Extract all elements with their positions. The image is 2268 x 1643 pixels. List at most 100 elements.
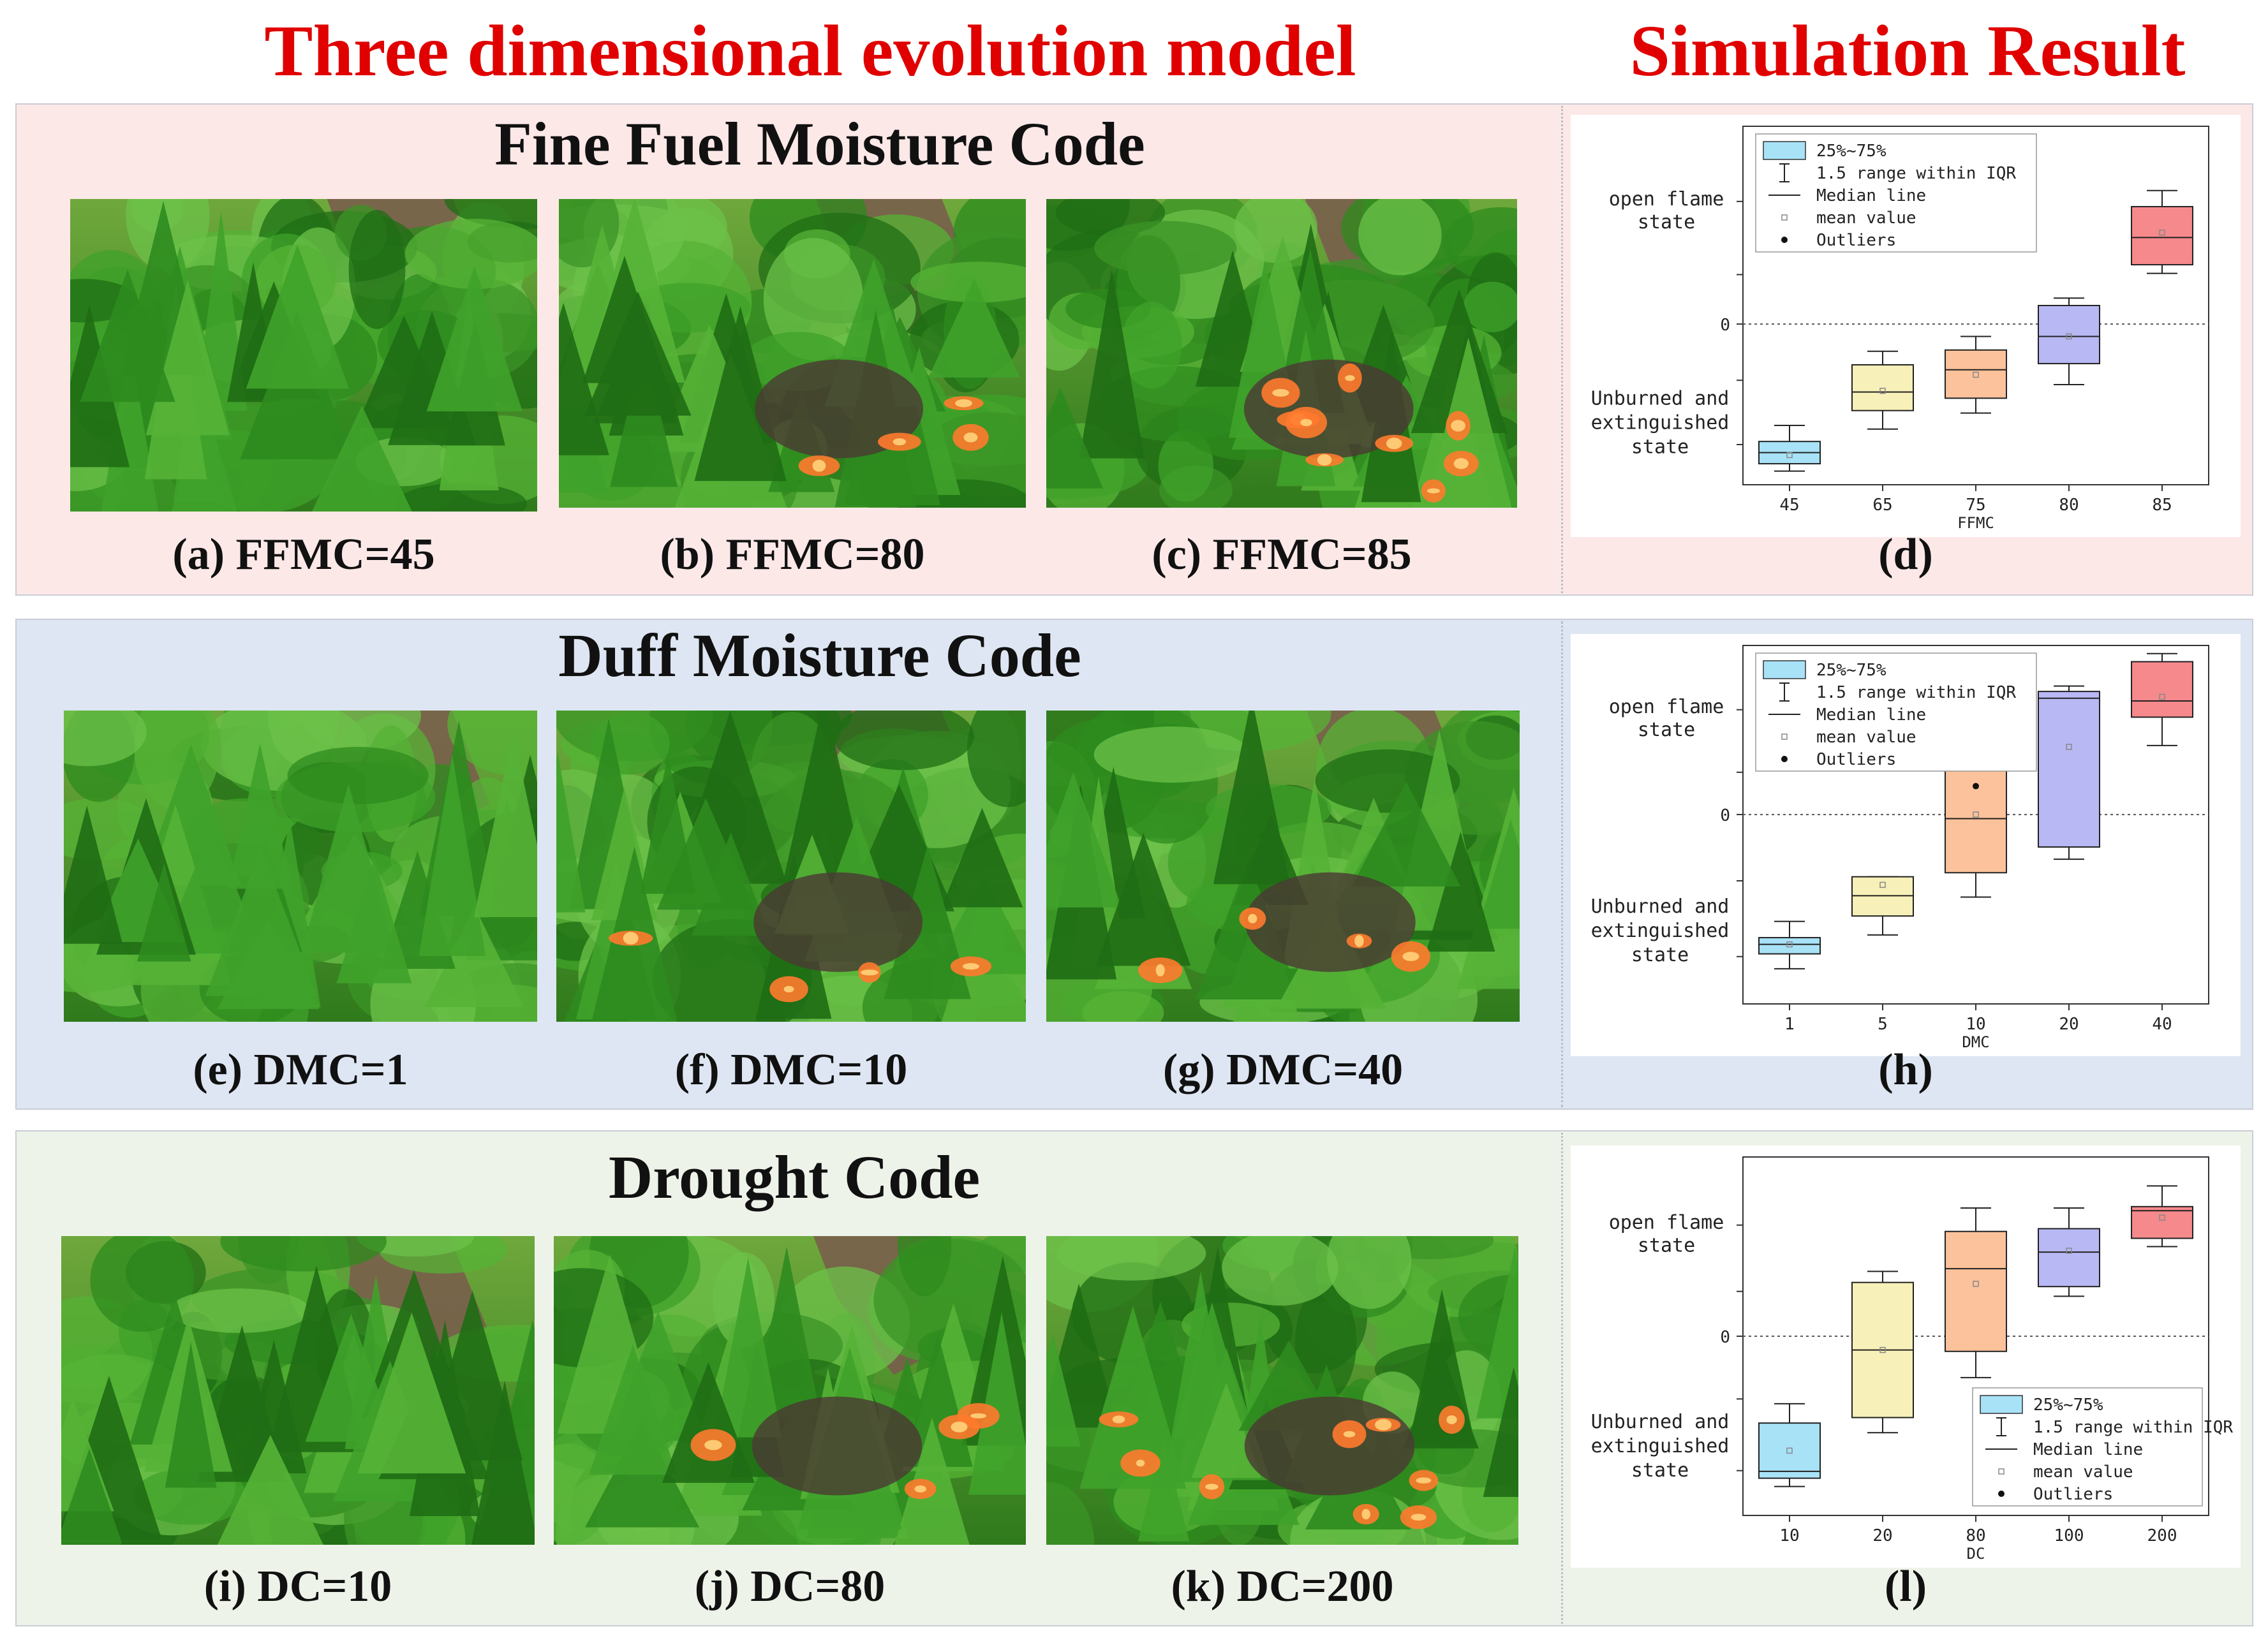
conifer-tree <box>165 1342 217 1488</box>
scene-ffmc-45 <box>70 199 537 512</box>
band-divider <box>1561 1133 1563 1624</box>
forest-image <box>559 199 1026 508</box>
caption-k: (k) DC=200 <box>1171 1562 1394 1611</box>
box-iqr <box>1945 1230 2007 1352</box>
conifer-tree <box>559 302 609 455</box>
legend-label: Median line <box>1816 186 1926 205</box>
mean-marker <box>1879 1346 1886 1353</box>
flame-core <box>812 459 826 472</box>
flame-core <box>783 985 794 993</box>
mean-marker <box>1973 811 1979 818</box>
flame-core <box>1411 1514 1427 1521</box>
conifer-tree <box>1352 781 1461 887</box>
conifer-tree <box>941 807 1023 908</box>
forest-image <box>1046 199 1517 508</box>
conifer-tree <box>968 1312 1026 1495</box>
legend-swatch-mean <box>1781 733 1788 740</box>
legend-label: 1.5 range within IQR <box>1816 164 2016 183</box>
box-iqr <box>1851 876 1914 917</box>
conifer-tree <box>424 906 524 1008</box>
forest-image <box>1046 1236 1518 1545</box>
y-label-zero: 0 <box>1720 316 1730 335</box>
conifer-tree <box>426 265 523 411</box>
box-plot: open flame state 0 Unburned and extinguished… <box>1591 645 2209 1051</box>
conifer-tree <box>61 1448 122 1544</box>
right-header: Simulation Result <box>1629 10 2186 91</box>
conifer-tree <box>1046 1333 1081 1447</box>
mean-marker <box>1786 941 1793 948</box>
box-iqr <box>1851 364 1914 411</box>
mean-marker <box>2066 1248 2072 1254</box>
chart-panel-h: open flame state 0 Unburned and extinguished… <box>1571 634 2241 1056</box>
flame-core <box>955 399 972 408</box>
mean-marker <box>2066 333 2072 340</box>
x-tick-label: 200 <box>2147 1526 2177 1545</box>
conifer-tree <box>715 1257 782 1438</box>
flame-core <box>1361 1508 1370 1520</box>
flame-core <box>1427 488 1440 494</box>
legend-label: mean value <box>2033 1462 2133 1482</box>
forest-image <box>554 1236 1026 1545</box>
x-tick-label: 1 <box>1784 1015 1795 1034</box>
conifer-tree <box>473 732 537 918</box>
conifer-tree <box>506 1320 535 1427</box>
band-title-dmc: Duff Moisture Code <box>558 621 1081 689</box>
x-tick-label: 20 <box>1872 1526 1892 1545</box>
conifer-tree <box>1138 1438 1190 1542</box>
flame-core <box>1317 454 1332 466</box>
flame-core <box>1453 458 1469 469</box>
flame-core <box>1272 388 1289 397</box>
conifer-tree <box>928 278 1020 378</box>
legend-swatch-outlier <box>1998 1491 2005 1497</box>
y-label-zero: 0 <box>1720 1328 1730 1347</box>
conifer-tree <box>1079 1306 1187 1489</box>
box-plot: open flame state 0 Unburned and extinguished… <box>1591 1156 2233 1563</box>
box-plot: open flame state 0 Unburned and extinguished… <box>1591 126 2209 532</box>
forest-image <box>61 1236 535 1545</box>
legend-label: Outliers <box>2033 1485 2113 1504</box>
flame-core <box>1451 420 1466 432</box>
conifer-tree <box>1079 268 1145 459</box>
flame-core <box>1354 934 1364 947</box>
box-iqr <box>2038 305 2100 365</box>
legend-label: Outliers <box>1816 231 1896 250</box>
conifer-tree <box>1483 1367 1518 1498</box>
conifer-tree <box>336 858 412 984</box>
legend-label: Median line <box>2033 1440 2143 1459</box>
y-label-bottom: Unburned and extinguished state <box>1591 895 1730 966</box>
band-divider <box>1561 621 1563 1107</box>
flame-core <box>1112 1415 1125 1424</box>
box-iqr <box>1945 349 2007 399</box>
caption-f: (f) DMC=10 <box>674 1045 908 1094</box>
chart-panel-d: open flame state 0 Unburned and extinguished… <box>1571 115 2241 537</box>
flame-core <box>970 1413 987 1418</box>
scene-dmc-1 <box>64 711 537 1022</box>
conifer-tree <box>582 256 667 383</box>
legend-label: 1.5 range within IQR <box>1816 683 2016 702</box>
legend-swatch-iqr <box>1763 660 1806 679</box>
caption-a: (a) FFMC=45 <box>172 530 435 579</box>
band-divider <box>1561 106 1563 593</box>
x-tick-label: 80 <box>2059 496 2079 515</box>
band-title-dc: Drought Code <box>608 1143 981 1211</box>
legend-label: Median line <box>1816 705 1926 725</box>
flame-core <box>1300 418 1312 427</box>
x-tick-label: 10 <box>1966 1015 1985 1034</box>
mean-marker <box>2159 693 2165 700</box>
caption-l: (l) <box>1884 1562 1927 1611</box>
legend-label: Outliers <box>1816 750 1896 769</box>
conifer-tree <box>894 1417 970 1545</box>
flame-core <box>623 932 639 945</box>
conifer-tree <box>471 1380 535 1545</box>
y-label-bottom: Unburned and extinguished state <box>1591 387 1730 458</box>
burn-scar <box>1244 1396 1415 1496</box>
flame-core <box>1375 1418 1392 1431</box>
conifer-tree <box>357 1312 466 1474</box>
conifer-tree <box>419 755 486 956</box>
conifer-tree <box>137 863 191 962</box>
conifer-tree <box>217 918 320 1010</box>
x-axis-label: FFMC <box>1957 514 1994 532</box>
scene-dc-80 <box>554 1236 1026 1545</box>
scene-dmc-10 <box>556 711 1026 1022</box>
flame-core <box>861 969 878 976</box>
